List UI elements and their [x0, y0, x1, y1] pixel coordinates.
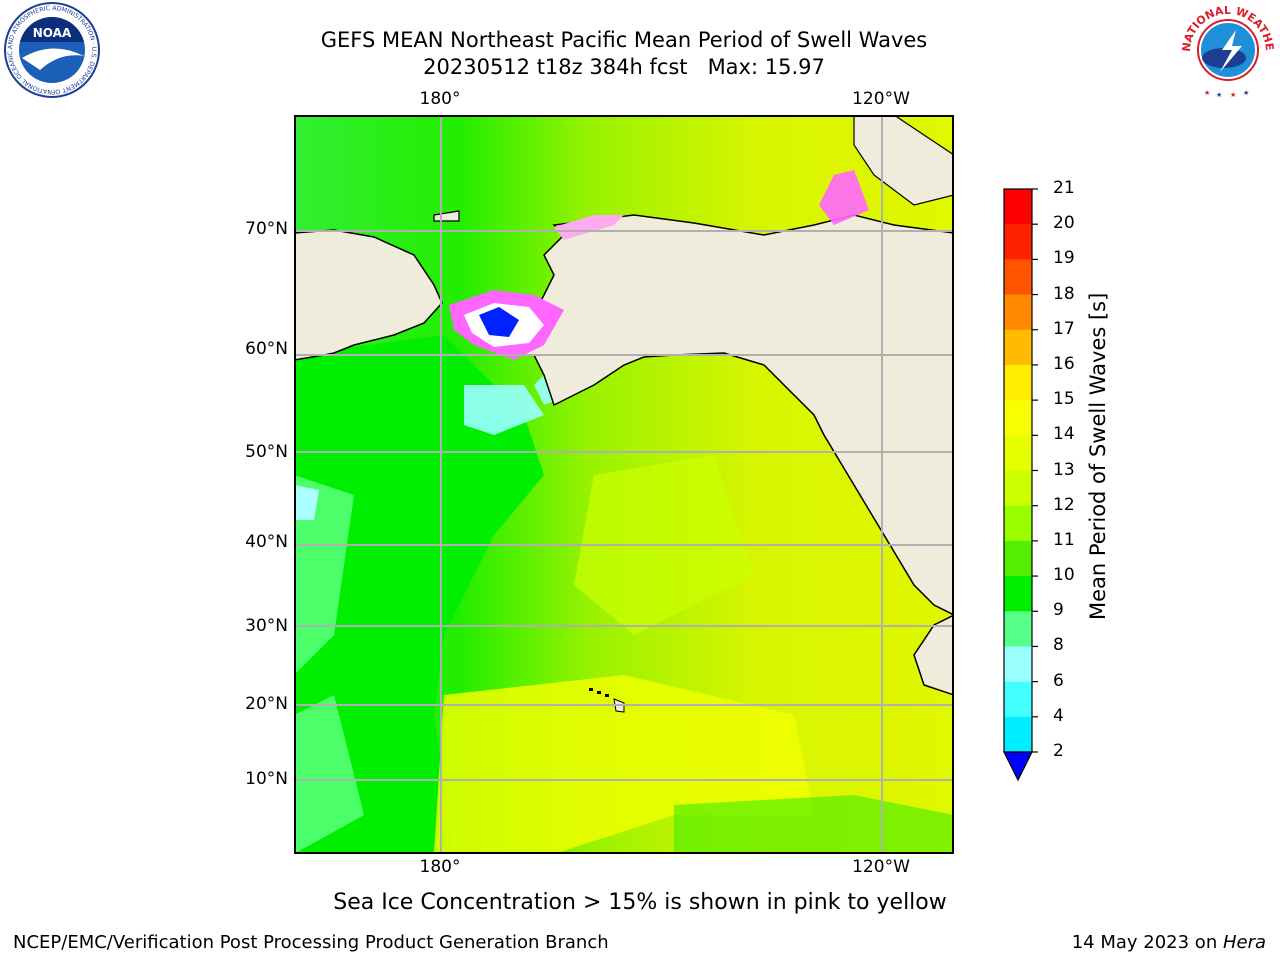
- lat-label-20n: 20°N: [245, 694, 288, 714]
- colorbar-band: [1004, 329, 1032, 366]
- colorbar-label: Mean Period of Swell Waves [s]: [1086, 292, 1110, 620]
- svg-text:★: ★: [1216, 91, 1222, 99]
- colorbar-tick-label: 10: [1053, 565, 1075, 586]
- chart-title: GEFS MEAN Northeast Pacific Mean Period …: [320, 28, 928, 52]
- svg-text:★: ★: [1204, 89, 1210, 97]
- colorbar-band: [1004, 364, 1032, 401]
- colorbar-tick-label: 14: [1053, 424, 1075, 445]
- sea-ice-note: Sea Ice Concentration > 15% is shown in …: [333, 890, 947, 915]
- colorbar-band: [1004, 611, 1032, 647]
- colorbar-band: [1004, 576, 1032, 612]
- colorbar-band: [1004, 681, 1032, 718]
- colorbar-band: [1004, 189, 1032, 225]
- colorbar-tick-label: 2: [1053, 741, 1064, 761]
- colorbar-tick-label: 18: [1053, 283, 1075, 304]
- colorbar-band: [1004, 435, 1032, 471]
- colorbar-band: [1004, 224, 1032, 260]
- footer-date-text: 14 May 2023 on: [1071, 932, 1223, 953]
- colorbar-tick-label: 15: [1053, 389, 1075, 410]
- sea-ice-arctic: [819, 170, 869, 225]
- colorbar-tick-label: 8: [1053, 635, 1064, 656]
- colorbar-bands: [1004, 189, 1032, 753]
- colorbar-band: [1004, 540, 1032, 577]
- noaa-logo: NATIONAL OCEANIC AND ATMOSPHERIC ADMINIS…: [0, 0, 100, 98]
- lon-label-bottom-120w: 120°W: [852, 857, 910, 877]
- colorbar-band: [1004, 716, 1032, 753]
- footer-branch: NCEP/EMC/Verification Post Processing Pr…: [13, 932, 609, 953]
- colorbar-tick-label: 13: [1053, 459, 1075, 480]
- lon-label-top-120w: 120°W: [852, 89, 910, 109]
- footer-date: 14 May 2023 on Hera: [1072, 932, 1266, 953]
- lat-label-40n: 40°N: [245, 532, 288, 552]
- colorbar-band: [1004, 646, 1032, 683]
- colorbar-band: [1004, 259, 1032, 296]
- colorbar-tick-label: 21: [1053, 178, 1075, 198]
- land-baja: [913, 614, 954, 696]
- lat-label-60n: 60°N: [245, 339, 288, 359]
- chart-subtitle: 20230512 t18z 384h fcst Max: 15.97: [423, 55, 825, 79]
- svg-text:★: ★: [1243, 89, 1249, 97]
- colorbar-tick-label: 16: [1053, 353, 1075, 374]
- cyan-zone-west: [294, 485, 319, 520]
- sea-ice-chukchi: [554, 215, 624, 240]
- colorbar-tick-marks: [1032, 188, 1038, 753]
- colorbar-tick-label: 12: [1053, 494, 1075, 515]
- green-zone-southeast: [674, 795, 954, 854]
- lat-label-50n: 50°N: [245, 442, 288, 462]
- colorbar-band: [1004, 470, 1032, 507]
- green-swell-zone: [294, 335, 544, 854]
- colorbar-under-arrow: [1003, 751, 1033, 782]
- colorbar-tick-label: 17: [1053, 318, 1075, 339]
- lat-label-10n: 10°N: [245, 769, 288, 789]
- svg-text:★: ★: [1230, 91, 1236, 99]
- lat-label-70n: 70°N: [245, 219, 288, 239]
- noaa-text: NOAA: [33, 26, 72, 40]
- colorbar-tick-label: 6: [1053, 670, 1064, 691]
- colorbar-tick-label: 11: [1053, 529, 1075, 550]
- light-green-zone-south: [294, 695, 364, 854]
- cyan-zone-aleutians: [464, 385, 544, 435]
- colorbar-tick-label: 19: [1053, 248, 1075, 269]
- colorbar-band: [1004, 294, 1032, 331]
- colorbar-tick-label: 4: [1053, 705, 1064, 726]
- lon-label-bottom-180: 180°: [419, 857, 461, 877]
- lon-label-top-180: 180°: [419, 89, 461, 109]
- lat-label-30n: 30°N: [245, 616, 288, 636]
- colorbar-band: [1004, 400, 1032, 436]
- footer-machine: Hera: [1222, 932, 1266, 953]
- map-frame: [294, 115, 954, 854]
- nws-logo: NATIONAL WEATHER SERVICE ★ ★ ★ ★: [1176, 0, 1276, 99]
- colorbar-band: [1004, 505, 1032, 542]
- map-panel: [294, 115, 954, 854]
- land-arctic-islands: [853, 115, 954, 206]
- colorbar: [1003, 188, 1038, 782]
- colorbar-tick-label: 20: [1053, 213, 1075, 234]
- gridlines: [294, 115, 954, 854]
- sea-ice-blue: [479, 307, 519, 337]
- colorbar-tick-label: 9: [1053, 600, 1064, 621]
